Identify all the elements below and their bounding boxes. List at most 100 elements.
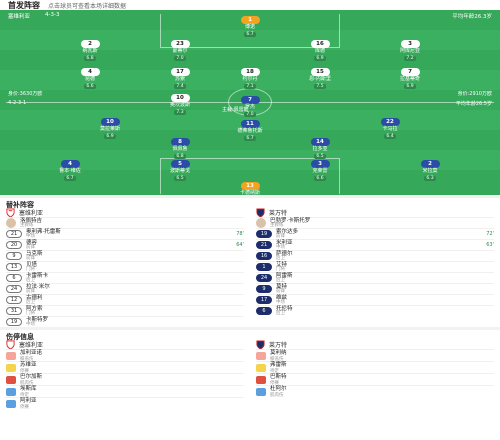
- away-player[interactable]: 10 莫拉莱斯 6.9: [86, 118, 134, 139]
- sub-name: 奥利弗·托雷斯: [26, 229, 61, 235]
- sub-row[interactable]: 9 莫特 前锋: [256, 283, 494, 294]
- sub-row[interactable]: 17 维兹 中场: [256, 294, 494, 305]
- home-player[interactable]: 2 纳瓦斯 6.8: [66, 40, 114, 61]
- player-rating: 6.5: [314, 154, 326, 159]
- injury-player-name: 埃斯库: [20, 385, 37, 392]
- sub-row[interactable]: 19 卡斯特罗 中场: [6, 316, 244, 327]
- home-player[interactable]: 10 奥坎波斯 7.3: [156, 94, 204, 115]
- away-subs-header: 莱万特: [256, 207, 494, 217]
- home-team-info: 塞维利亚: [8, 14, 31, 20]
- player-name: 库德: [314, 48, 325, 54]
- sub-row[interactable]: 20 德容 前锋 64': [6, 239, 244, 250]
- home-player[interactable]: 7 拉基蒂奇 6.9: [386, 68, 434, 89]
- player-rating: 7.1: [244, 84, 256, 89]
- away-player[interactable]: 11 德弗鲁托斯 6.7: [226, 120, 274, 141]
- sub-number: 12: [6, 296, 22, 304]
- injury-row[interactable]: 埃斯库 待定: [6, 385, 244, 398]
- away-player[interactable]: 14 拉多亚 6.5: [296, 138, 344, 159]
- away-injury-header: 莱万特: [256, 339, 494, 349]
- player-rating: 6.9: [314, 56, 326, 61]
- player-rating: 6.8: [84, 56, 96, 61]
- injury-row[interactable]: 杜阿尔 肌肉伤: [256, 385, 494, 398]
- avatar: [6, 218, 16, 228]
- injury-player-name: 加利亚诺: [20, 349, 43, 356]
- sub-event: 72': [486, 231, 494, 237]
- home-player[interactable]: 18 约尔丹 7.1: [226, 68, 274, 89]
- sub-position: 前锋: [276, 289, 285, 294]
- away-player[interactable]: 7 罗杰 7.0: [226, 96, 274, 117]
- away-player[interactable]: 5 波斯蒂戈 6.5: [156, 160, 204, 181]
- sub-name: 卡雷斯卡: [26, 273, 49, 279]
- injury-type-icon: [256, 375, 266, 384]
- sub-number: 21: [6, 230, 22, 238]
- injury-row[interactable]: 巴尔加斯 肌肉伤: [6, 373, 244, 386]
- home-player[interactable]: 23 蒙蒂尔 7.0: [156, 40, 204, 61]
- home-player[interactable]: 1 博诺 6.7: [226, 16, 274, 37]
- injury-reason: 肌肉伤: [20, 380, 34, 386]
- sub-row[interactable]: 12 古德利 后卫: [6, 294, 244, 305]
- away-player[interactable]: 22 卡马拉 6.4: [366, 118, 414, 139]
- player-rating: 7.0: [244, 112, 256, 117]
- injury-reason: 膝盖伤: [20, 356, 34, 362]
- injury-row[interactable]: 加利亚诺 膝盖伤: [6, 349, 244, 362]
- injury-row[interactable]: 阿利亚 停赛: [6, 397, 244, 410]
- away-coach-row[interactable]: 巴勃罗·卡斯托罗 主教练: [256, 217, 494, 228]
- injury-player-name: 巴斯特: [270, 373, 287, 380]
- player-name: 拉基蒂奇: [399, 76, 420, 82]
- home-player[interactable]: 17 苏索 7.4: [156, 68, 204, 89]
- home-subs-header: 塞维利亚: [6, 207, 244, 217]
- home-player[interactable]: 3 阿库尼亚 7.2: [386, 40, 434, 61]
- home-coach-row[interactable]: 洛佩特吉 主教练: [6, 217, 244, 228]
- player-rating: 6.9: [104, 134, 116, 139]
- injury-row[interactable]: 弗雷斯 待定: [256, 361, 494, 374]
- sub-number: 19: [6, 318, 22, 326]
- sub-row[interactable]: 21 奥利弗·托雷斯 中场 78': [6, 228, 244, 239]
- sub-row[interactable]: 24 拉法·米尔 前锋: [6, 283, 244, 294]
- sub-number: 24: [6, 285, 22, 293]
- sub-row[interactable]: 13 贝塔 门将: [6, 261, 244, 272]
- sub-row[interactable]: 19 索尔达多 前锋 72': [256, 228, 494, 239]
- sub-row[interactable]: 6 托伦特 后卫: [256, 305, 494, 316]
- player-number: 16: [310, 40, 330, 48]
- sub-row[interactable]: 16 萨德尔 后卫: [256, 250, 494, 261]
- away-player[interactable]: 13卡德纳斯6.4: [226, 182, 274, 195]
- injury-type-icon: [6, 387, 16, 396]
- player-name: 恩-内斯里: [309, 76, 331, 82]
- injury-row[interactable]: 苏维亚 停赛: [6, 361, 244, 374]
- sub-position: 中场: [26, 322, 35, 327]
- sub-row[interactable]: 31 阿方索 门将: [6, 305, 244, 316]
- away-subs-column: 莱万特 巴勃罗·卡斯托罗 主教练 19 索尔达多 前锋 72' 21 米利亚 中场 63' 16 萨…: [250, 207, 500, 327]
- sub-row[interactable]: 9 马克斯 前锋: [6, 250, 244, 261]
- home-value: 身价:3630万欧: [8, 91, 43, 97]
- injury-title: 伤停信息: [0, 327, 500, 341]
- injury-type-icon: [6, 375, 16, 384]
- home-player[interactable]: 16 库德 6.9: [296, 40, 344, 61]
- sub-position: 前锋: [26, 289, 35, 294]
- player-name: 克莱雷: [312, 168, 328, 174]
- injury-reason: 膝盖伤: [270, 356, 284, 362]
- player-rating: 6.7: [64, 176, 76, 181]
- away-player[interactable]: 8 佩佩鲁 6.8: [156, 138, 204, 159]
- sub-row[interactable]: 21 米利亚 中场 63': [256, 239, 494, 250]
- sub-row[interactable]: 6 卡雷斯卡 后卫: [6, 272, 244, 283]
- sub-number: 6: [256, 307, 272, 315]
- home-player[interactable]: 15 恩-内斯里 7.5: [296, 68, 344, 89]
- away-player[interactable]: 2 米拉莫 6.3: [406, 160, 454, 181]
- player-rating: 6.3: [424, 176, 436, 181]
- home-team-badge-icon: [6, 207, 15, 217]
- subs-title: 替补阵容: [0, 195, 500, 209]
- player-number: 2: [80, 40, 100, 48]
- sub-name: 维兹: [276, 295, 288, 301]
- injury-row[interactable]: 莫利纳 膝盖伤: [256, 349, 494, 362]
- player-rating: 6.7: [244, 136, 256, 141]
- injury-type-icon: [256, 363, 266, 372]
- away-player[interactable]: 3 克莱雷 6.6: [296, 160, 344, 181]
- sub-row[interactable]: 24 阿雷斯 后卫: [256, 272, 494, 283]
- sub-position: 后卫: [276, 311, 285, 316]
- injury-row[interactable]: 巴斯特 停赛: [256, 373, 494, 386]
- home-player[interactable]: 4 昆德 6.6: [66, 68, 114, 89]
- away-player[interactable]: 4 鲁本·维佐 6.7: [46, 160, 94, 181]
- home-team-name: 塞维利亚: [19, 209, 44, 217]
- sub-position: 后卫: [26, 300, 35, 305]
- sub-row[interactable]: 1 艾特 门将: [256, 261, 494, 272]
